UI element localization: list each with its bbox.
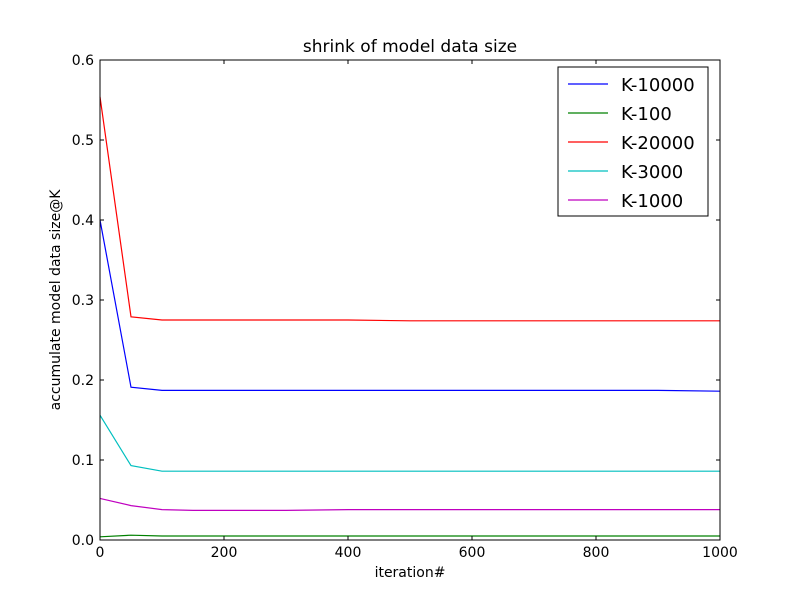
y-tick-label: 0.1 <box>72 453 94 469</box>
legend-label: K-3000 <box>621 162 683 183</box>
series-line-k-100 <box>99 534 720 538</box>
y-tick-label: 0.6 <box>72 53 94 69</box>
y-axis: 0.0 0.1 0.2 0.3 0.4 0.5 0.6 <box>72 53 720 549</box>
legend: K-10000 K-100 K-20000 K-3000 K-1000 <box>557 66 709 217</box>
x-tick-label: 0 <box>96 545 105 561</box>
x-tick-label: 1000 <box>702 545 738 561</box>
y-tick-label: 0.5 <box>72 133 94 149</box>
y-tick-label: 0.4 <box>72 213 94 229</box>
y-tick-label: 0.0 <box>72 533 94 549</box>
series-line-k-3000 <box>99 414 720 472</box>
series-line-k-20000 <box>99 96 720 322</box>
series-line-k-1000 <box>99 497 720 511</box>
chart-title: shrink of model data size <box>303 37 517 57</box>
legend-label: K-20000 <box>621 133 695 154</box>
legend-label: K-100 <box>621 104 672 125</box>
y-tick-label: 0.3 <box>72 293 94 309</box>
x-tick-label: 800 <box>583 545 610 561</box>
x-tick-label: 400 <box>335 545 362 561</box>
y-tick-label: 0.2 <box>72 373 94 389</box>
x-axis: 0 200 400 600 800 1000 <box>96 60 738 561</box>
legend-label: K-10000 <box>621 75 695 96</box>
x-tick-label: 600 <box>459 545 486 561</box>
series-line-k-10000 <box>99 219 721 392</box>
series-layer <box>99 96 721 538</box>
x-axis-title: iteration# <box>375 565 446 581</box>
x-tick-label: 200 <box>211 545 238 561</box>
legend-label: K-1000 <box>621 191 683 212</box>
y-axis-title: accumulate model data size@K <box>48 189 64 411</box>
